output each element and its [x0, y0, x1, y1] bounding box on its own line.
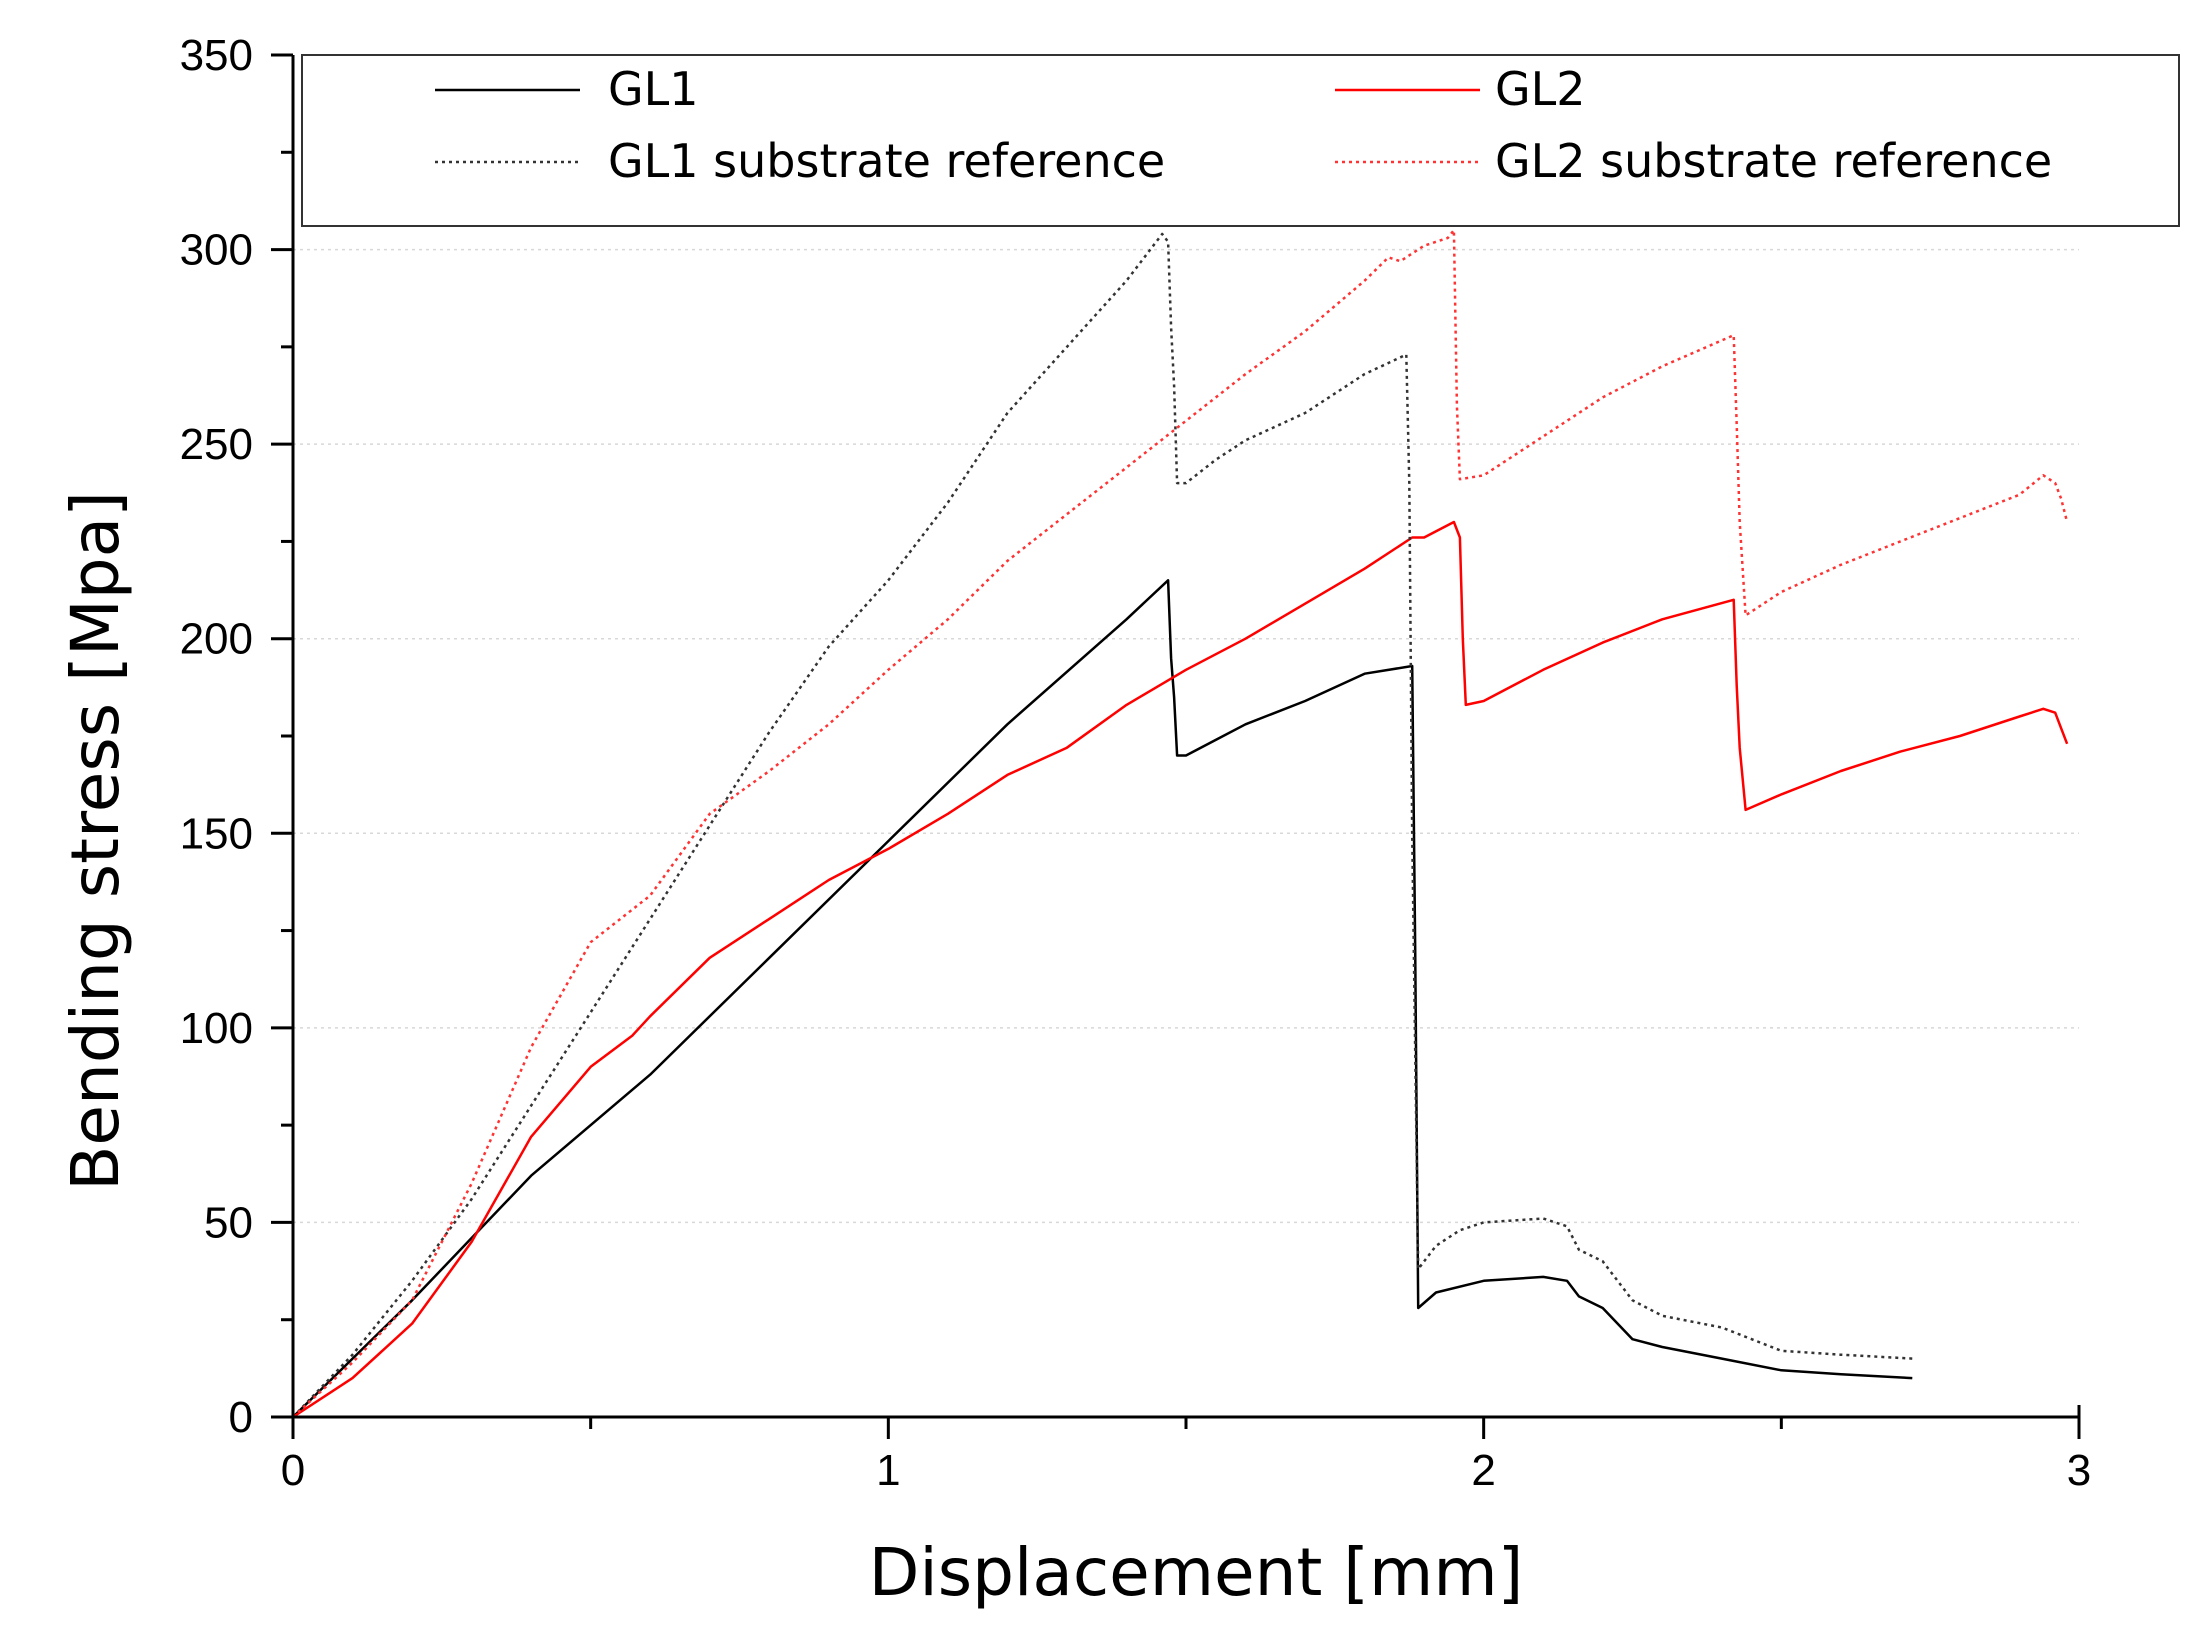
legend-box [301, 54, 2180, 227]
y-tick-label-250: 250 [180, 420, 253, 469]
y-tick-label-350: 350 [180, 31, 253, 80]
x-tick-label-0: 0 [281, 1446, 305, 1495]
series-line-gl1-substrate-reference [292, 232, 1913, 1418]
x-tick-label-3: 3 [2067, 1446, 2091, 1495]
legend-label-gl2-substrate-reference: GL2 substrate reference [1495, 134, 2052, 188]
legend: GL1 GL2 GL1 substrate reference GL2 substra… [301, 54, 2180, 227]
y-tick-label-50: 50 [204, 1198, 253, 1247]
x-axis-title: Displacement [mm] [869, 1534, 1524, 1611]
legend-label-gl2: GL2 [1495, 62, 1586, 116]
y-tick-label-100: 100 [180, 1004, 253, 1053]
tick-labels: 0 50 100 150 200 250 300 350 0 1 2 3 [180, 31, 2092, 1495]
y-tick-label-200: 200 [180, 615, 253, 664]
y-axis-title: Bending stress [Mpa] [57, 491, 134, 1191]
series-line-gl2 [292, 520, 2069, 1419]
y-tick-label-150: 150 [180, 809, 253, 858]
legend-label-gl1: GL1 [608, 62, 699, 116]
x-tick-label-1: 1 [876, 1446, 900, 1495]
legend-label-gl1-substrate-reference: GL1 substrate reference [608, 134, 1165, 188]
series-line-gl2-substrate-reference [292, 228, 2069, 1418]
axes [271, 53, 2081, 1439]
x-tick-label-2: 2 [1471, 1446, 1495, 1495]
series-lines [292, 228, 2069, 1419]
series-line-gl1 [292, 579, 1913, 1418]
y-tick-label-0: 0 [229, 1393, 253, 1442]
y-tick-label-300: 300 [180, 226, 253, 275]
